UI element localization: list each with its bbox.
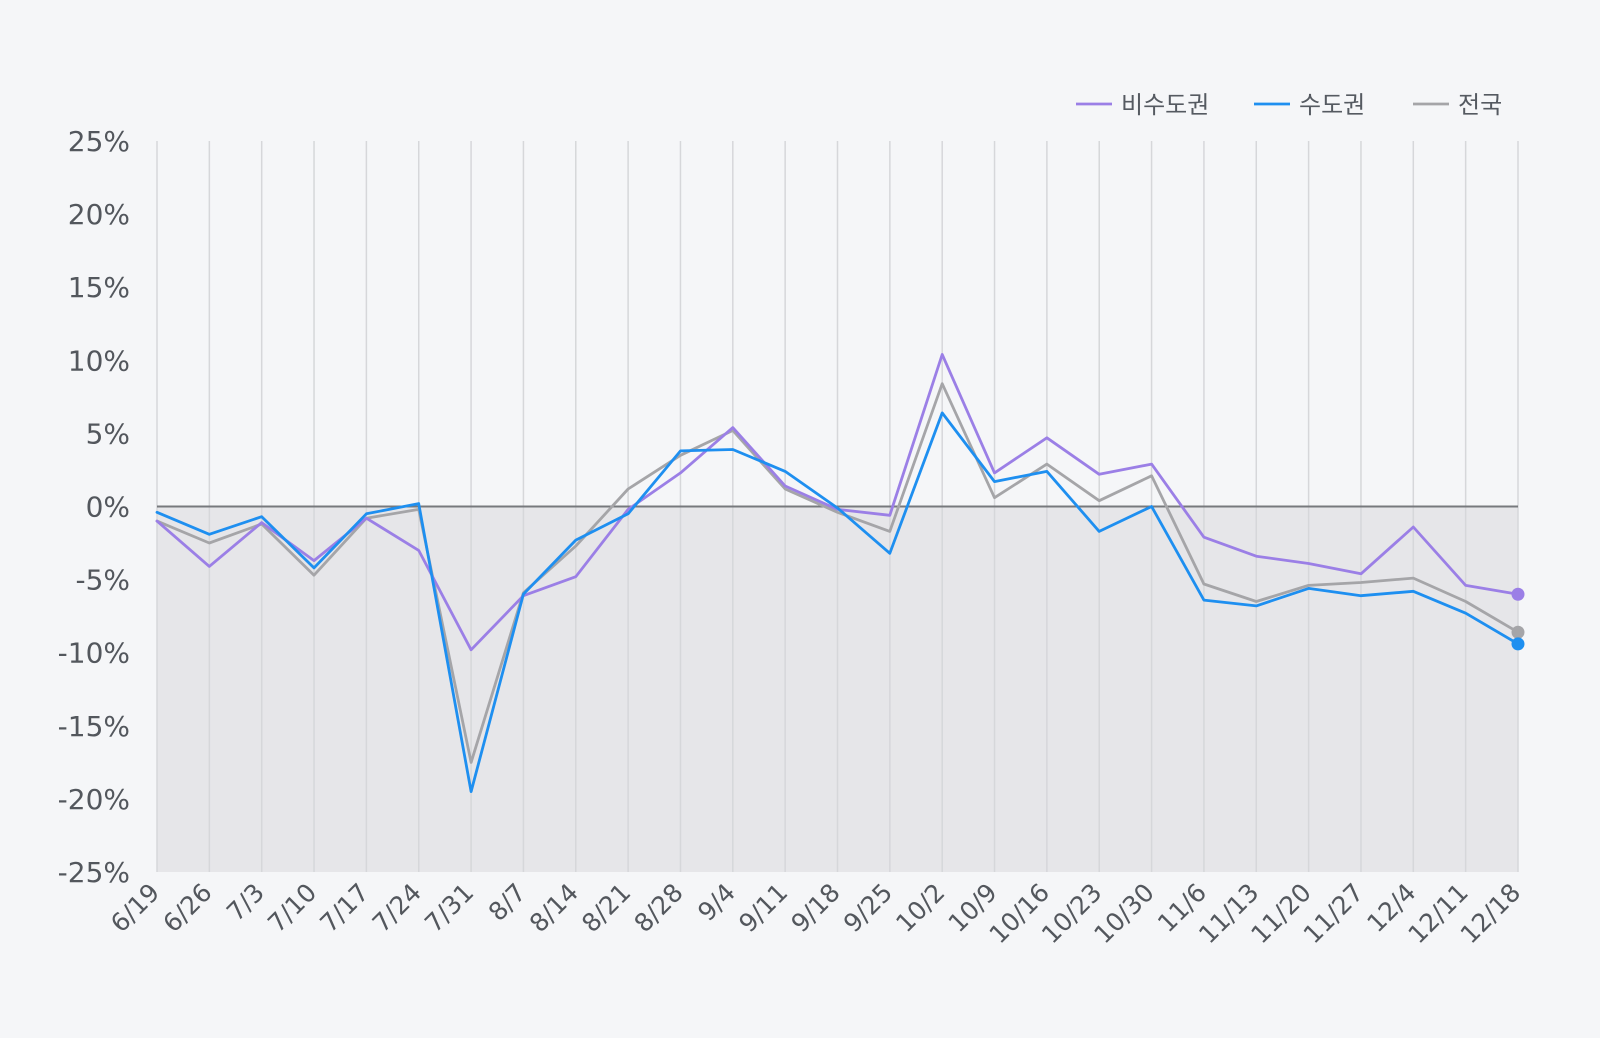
legend-label-0: 비수도권	[1121, 91, 1209, 119]
x-tick-label: 8/7	[483, 878, 532, 927]
y-axis-tick-labels: 25% 20% 15% 10% 5% 0% -5% -10% -15% -20% -25%	[58, 125, 130, 889]
x-tick-label: 8/28	[629, 878, 689, 938]
y-tick-label: -10%	[58, 637, 130, 670]
series-end-marker-1	[1511, 637, 1525, 651]
series-line-2	[155, 382, 1520, 764]
legend-label-2: 전국	[1458, 91, 1502, 119]
x-tick-label: 6/26	[157, 878, 217, 938]
y-tick-label: 25%	[68, 125, 130, 158]
x-tick-label: 7/31	[419, 878, 479, 938]
y-tick-label: 15%	[68, 271, 130, 304]
x-tick-label: 12/11	[1402, 878, 1473, 949]
y-tick-label: 5%	[86, 417, 130, 450]
series-end-marker-0	[1511, 587, 1525, 601]
y-tick-label: 20%	[68, 198, 130, 231]
y-tick-label: -15%	[58, 710, 130, 743]
y-tick-label: 0%	[86, 491, 130, 524]
y-tick-label: -5%	[75, 564, 130, 597]
series-line-1	[155, 411, 1520, 793]
x-tick-label: 11/27	[1298, 878, 1369, 949]
y-tick-label: -25%	[58, 856, 130, 889]
x-tick-label: 7/17	[314, 878, 374, 938]
x-tick-label: 9/11	[733, 878, 793, 938]
x-tick-label: 10/2	[890, 878, 950, 938]
series-end-marker-2	[1511, 625, 1525, 639]
x-tick-label: 9/25	[838, 878, 898, 938]
x-tick-label: 11/13	[1193, 878, 1264, 949]
legend: 비수도권 수도권 전국	[1076, 91, 1502, 119]
series-lines	[155, 353, 1525, 793]
x-tick-label: 10/30	[1088, 878, 1159, 949]
x-tick-label: 7/10	[262, 878, 322, 938]
x-tick-label: 9/18	[786, 878, 846, 938]
x-axis-tick-labels: 6/196/26 7/37/107/177/247/31 8/78/148/218/…	[105, 878, 1526, 949]
x-tick-label: 7/24	[367, 878, 427, 938]
x-tick-label: 12/18	[1455, 878, 1526, 949]
y-tick-label: -20%	[58, 783, 130, 816]
x-tick-label: 8/21	[576, 878, 636, 938]
x-tick-label: 8/14	[524, 878, 584, 938]
legend-label-1: 수도권	[1299, 91, 1365, 119]
y-tick-label: 10%	[68, 344, 130, 377]
